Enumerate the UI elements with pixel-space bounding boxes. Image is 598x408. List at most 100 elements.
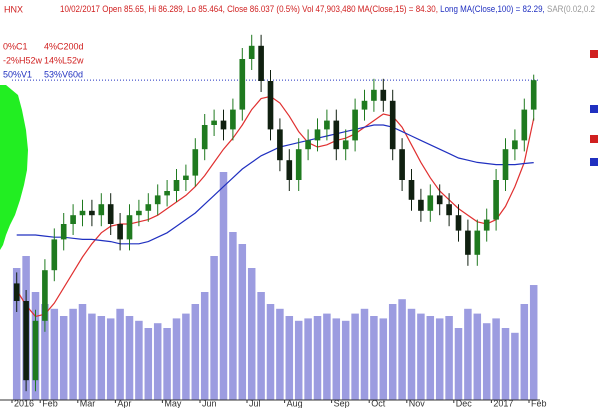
candle-body: [314, 129, 321, 141]
candle-body: [117, 224, 123, 240]
volume-bar: [153, 323, 162, 400]
stat: 0%C1: [3, 41, 28, 51]
marker: [590, 50, 598, 58]
volume-bar: [191, 304, 200, 400]
candle-body: [13, 283, 20, 301]
stat: -2%H52w: [3, 55, 43, 65]
volume-bar: [332, 318, 341, 400]
volume-bar: [407, 308, 416, 400]
candle-body: [248, 45, 255, 59]
volume-bar: [501, 328, 510, 400]
volume-bar: [482, 323, 491, 400]
candle-body: [455, 215, 462, 231]
volume-bar: [351, 313, 359, 400]
moving-average: [16, 95, 535, 318]
volume-bar: [88, 313, 96, 400]
volume-bar: [304, 318, 312, 400]
candle-body: [136, 210, 142, 216]
volume-bar: [247, 268, 256, 400]
volume-bar: [276, 308, 284, 400]
volume-bar: [69, 308, 77, 400]
candle-body: [239, 59, 246, 110]
volume-bar: [294, 320, 303, 400]
x-tick-label: Oct: [371, 398, 386, 408]
candle-body: [126, 215, 133, 240]
volume-bar: [445, 316, 453, 400]
volume-bar: [106, 318, 115, 400]
candle-body: [23, 301, 29, 381]
candle-body: [502, 149, 509, 180]
x-tick-label: Jul: [249, 398, 261, 408]
candle-body: [324, 120, 330, 130]
x-tick-label: Aug: [287, 398, 303, 408]
x-tick-label: Nov: [409, 398, 426, 408]
candle-body: [60, 224, 67, 240]
volume-bar: [379, 318, 388, 400]
candle-body: [220, 120, 227, 130]
marker: [590, 158, 598, 166]
x-tick-label: 2016: [14, 398, 34, 408]
x-tick-label: Mar: [80, 398, 96, 408]
stat: 4%C200d: [44, 41, 84, 51]
volume-bar: [144, 328, 153, 400]
volume-bar: [200, 292, 209, 400]
volume-bar: [360, 308, 369, 400]
sar: SAR(0.02,0.2: [547, 4, 595, 14]
x-tick-label: Apr: [117, 398, 131, 408]
stat: 50%V1: [3, 69, 32, 79]
x-tick-label: May: [164, 398, 182, 408]
candle-body: [173, 180, 180, 191]
candle-body: [107, 204, 114, 224]
candle-body: [98, 204, 105, 216]
volume-bar: [125, 316, 134, 400]
volume-bar: [116, 308, 124, 400]
volume-bar: [50, 308, 59, 400]
quote: 10/02/2017 Open 85.65, Hi 86.289, Lo 85.…: [60, 4, 440, 14]
candle-body: [201, 125, 208, 150]
candle-body: [446, 204, 452, 216]
volume-bar: [210, 256, 218, 400]
volume-bar: [41, 304, 49, 400]
x-tick-label: Feb: [42, 398, 58, 408]
ticker: HNX: [4, 4, 23, 14]
candle-body: [295, 149, 302, 180]
candle-body: [277, 129, 283, 161]
marker: [590, 105, 598, 113]
candle-body: [230, 109, 236, 130]
volume-bar: [388, 304, 397, 400]
header: 10/02/2017 Open 85.65, Hi 86.289, Lo 85.…: [60, 4, 595, 14]
volume-bar: [435, 318, 444, 400]
candle-body: [483, 219, 490, 231]
x-tick-label: Jun: [202, 398, 217, 408]
candle-body: [145, 204, 152, 211]
candle-body: [427, 195, 434, 211]
x-tick-label: Feb: [531, 398, 547, 408]
marker: [590, 135, 598, 143]
volume-bar: [238, 244, 247, 400]
volume-bar: [285, 316, 294, 400]
candle-body: [267, 81, 274, 130]
volume-bar: [78, 304, 87, 400]
volume-bar: [59, 316, 68, 400]
candle-body: [389, 100, 396, 150]
candle-body: [512, 140, 518, 150]
volume-bar: [135, 320, 143, 400]
volume-profile: [0, 85, 28, 250]
volume-bar: [464, 308, 472, 400]
candle-body: [51, 239, 58, 271]
candle-body: [32, 320, 39, 381]
long-ma: Long MA(Close,100) = 82.29,: [440, 4, 547, 14]
candle-body: [352, 109, 358, 141]
stat: 14%L52w: [44, 55, 84, 65]
candle-body: [258, 45, 264, 81]
candle-body: [530, 80, 537, 110]
candle-body: [70, 215, 76, 224]
volume-bar: [229, 232, 237, 400]
candle-body: [79, 210, 86, 216]
candle-body: [183, 175, 189, 180]
candle-body: [89, 210, 95, 216]
volume-bar: [172, 318, 181, 400]
candle-body: [408, 180, 415, 200]
